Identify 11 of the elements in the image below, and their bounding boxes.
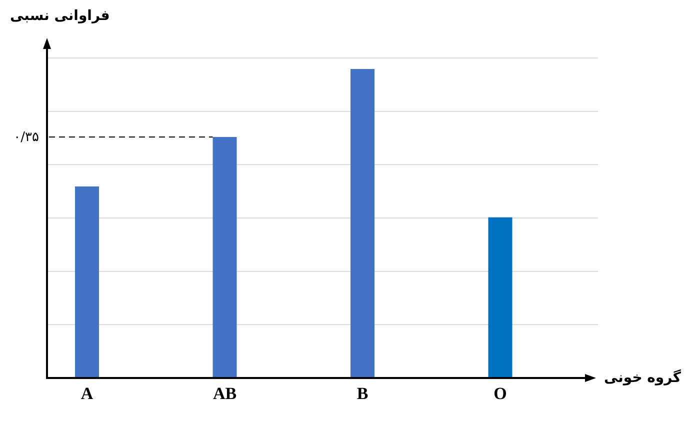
x-tick-label: B <box>356 384 368 403</box>
x-tick-label: AB <box>212 384 237 403</box>
bar <box>350 69 374 378</box>
x-tick-label: O <box>494 384 507 403</box>
bar <box>75 186 99 378</box>
x-tick-label: A <box>80 384 94 403</box>
bar <box>488 217 512 378</box>
bar <box>212 136 237 378</box>
x-axis-title: گروه خونی <box>604 369 682 386</box>
y-axis-title: فراوانی نسبی <box>10 8 110 24</box>
ref-line-label: ۰/۳۵ <box>14 130 40 145</box>
